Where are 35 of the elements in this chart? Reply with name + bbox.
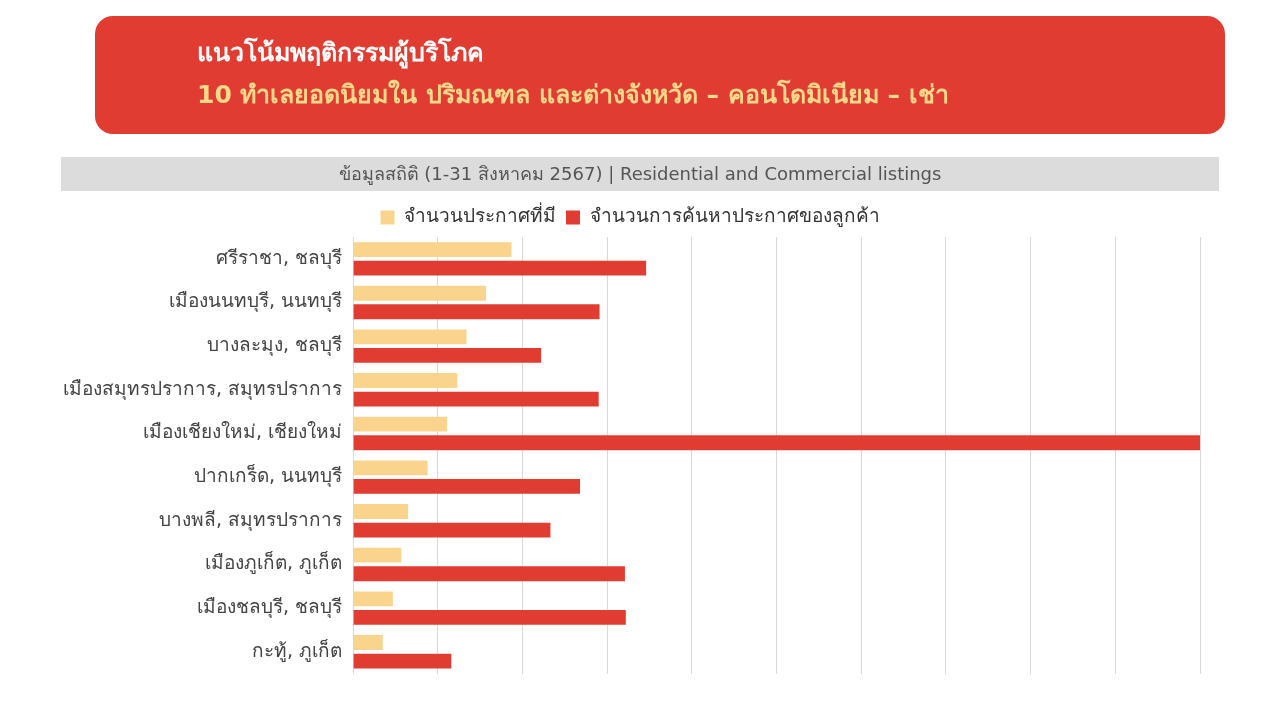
y-tick-label: เมืองสมุทรปราการ, สมุทรปราการ [62, 376, 343, 401]
y-tick-label: บางพลี, สมุทรปราการ [158, 507, 343, 532]
chart-title: แนวโน้มพฤติกรรมผู้บริโภค [197, 36, 484, 71]
chart-subtitle: 10 ทำเลยอดนิยมใน ปริมณฑล และต่างจังหวัด – คอนโดมิเนียม – เช่า [197, 78, 949, 111]
bar [353, 435, 1200, 451]
y-tick-label: เมืองนนทบุรี, นนทบุรี [168, 289, 343, 314]
bar [353, 285, 487, 301]
bar [353, 591, 393, 607]
bar [353, 635, 383, 650]
text: ข้อมูลสถิติ (1-31 สิงหาคม 2567) | Residential and Commercial listings [61, 157, 1219, 191]
bar [353, 522, 551, 538]
bar [353, 348, 542, 363]
bar [353, 653, 452, 669]
y-tick-label: เมืองภูเก็ต, ภูเก็ต [204, 550, 343, 575]
y-tick-label: เมืองเชียงใหม่, เชียงใหม่ [142, 420, 343, 443]
bar [353, 460, 428, 476]
y-tick-label: ศรีราชา, ชลบุรี [215, 245, 343, 270]
bar [353, 329, 467, 345]
bar [353, 304, 600, 320]
bar [353, 242, 512, 257]
bar [353, 260, 647, 276]
bar [353, 416, 448, 432]
y-tick-label: กะทู้, ภูเก็ต [251, 637, 343, 662]
y-tick-label: ปากเกร็ด, นนทบุรี [193, 463, 343, 489]
bar [353, 391, 599, 407]
bar [353, 504, 409, 519]
legend-label: จำนวนการค้นหาประกาศของลูกค้า [589, 204, 880, 228]
y-tick-label: เมืองชลบุรี, ชลบุรี [196, 595, 343, 620]
y-tick-label: บางละมุง, ชลบุรี [206, 333, 343, 358]
bar [353, 547, 402, 563]
legend-label: จำนวนประกาศที่มี [404, 202, 556, 227]
bar [353, 566, 625, 582]
bar [353, 609, 626, 625]
bar [353, 373, 458, 388]
bar [353, 478, 581, 494]
